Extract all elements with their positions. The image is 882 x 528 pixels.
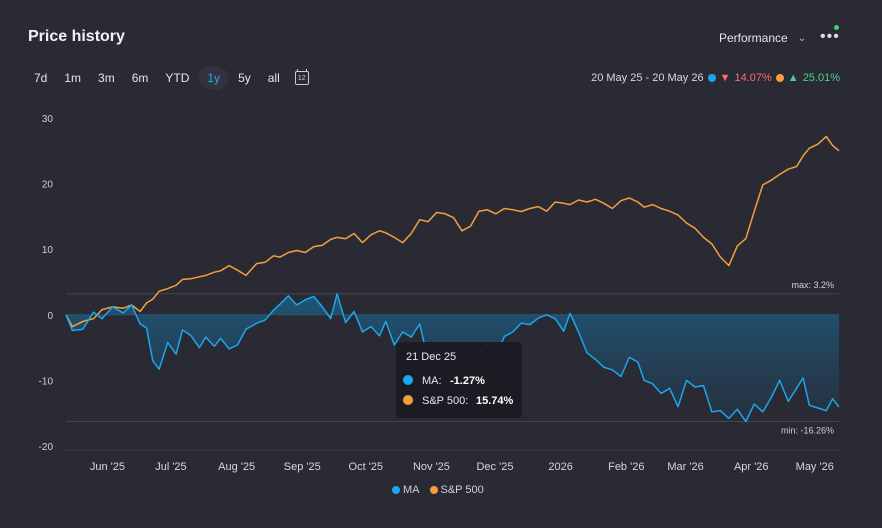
range-button-all[interactable]: all	[267, 71, 280, 85]
tooltip-date: 21 Dec 25	[406, 351, 456, 363]
tooltip-label: S&P 500:	[422, 395, 468, 407]
status-dot	[834, 25, 839, 30]
x-tick-label: Jun '25	[90, 461, 125, 473]
legend-item-ma[interactable]: MA	[392, 484, 420, 496]
triangle-down-icon: ▼	[719, 72, 731, 84]
tooltip-swatch	[403, 375, 413, 385]
y-tick-label: 20	[42, 180, 54, 191]
range-button-6m[interactable]: 6m	[131, 71, 149, 85]
calendar-icon[interactable]: 12	[294, 69, 309, 85]
ma-dot	[707, 74, 716, 82]
tooltip-box	[396, 342, 522, 418]
legend-sp-label: S&P 500	[440, 484, 484, 496]
x-tick-label: 2026	[548, 461, 572, 473]
range-button-1y[interactable]: 1y	[198, 66, 230, 90]
y-tick-label: 30	[42, 114, 54, 125]
legend-ma-swatch	[392, 486, 400, 494]
range-selector: 7d 1m 3m 6m YTD 1y 5y all 12	[26, 66, 309, 90]
sp500-series-line[interactable]	[65, 135, 840, 328]
page-title: Price history	[28, 28, 125, 45]
y-tick-label: -10	[39, 376, 54, 387]
performance-summary: 20 May 25 - 20 May 26 ▼ 14.07% ▲ 25.01%	[591, 72, 840, 84]
legend-sp-swatch	[429, 486, 438, 494]
x-tick-label: May '26	[796, 461, 834, 473]
range-button-7d[interactable]: 7d	[34, 71, 48, 85]
min-annotation: min: -16.26%	[781, 425, 834, 435]
range-button-3m[interactable]: 3m	[98, 71, 115, 85]
ma-area	[66, 293, 839, 422]
x-tick-label: Sep '25	[284, 461, 321, 473]
ma-change: 14.07%	[734, 72, 772, 84]
legend-ma-label: MA	[403, 484, 420, 496]
y-tick-label: 0	[47, 311, 53, 322]
performance-label: Performance	[719, 31, 788, 45]
tooltip-swatch	[403, 395, 413, 405]
x-tick-label: Oct '25	[349, 461, 384, 473]
x-tick-label: Mar '26	[667, 461, 703, 473]
max-annotation: max: 3.2%	[791, 280, 834, 290]
chevron-down-icon: ⌄	[797, 32, 807, 44]
x-tick-label: Apr '26	[734, 461, 769, 473]
y-tick-label: 10	[42, 245, 54, 256]
performance-dropdown[interactable]: Performance ⌄	[719, 31, 806, 45]
sp-change: 25.01%	[802, 72, 840, 84]
legend-item-sp[interactable]: S&P 500	[429, 484, 484, 496]
x-tick-label: Dec '25	[476, 461, 513, 473]
sp-dot	[775, 74, 784, 82]
y-tick-label: -20	[39, 442, 54, 453]
tooltip-value: -1.27%	[450, 375, 485, 387]
tooltip-value: 15.74%	[476, 395, 514, 407]
range-button-5y[interactable]: 5y	[238, 71, 251, 85]
more-icon[interactable]: •••	[820, 28, 840, 45]
date-range: 20 May 25 - 20 May 26	[591, 72, 704, 84]
x-tick-label: Aug '25	[218, 461, 255, 473]
x-tick-label: Feb '26	[608, 461, 644, 473]
triangle-up-icon: ▲	[787, 72, 799, 84]
chart-legend: MA S&P 500	[392, 484, 484, 496]
range-button-1m[interactable]: 1m	[64, 71, 82, 85]
range-button-ytd[interactable]: YTD	[165, 71, 190, 85]
x-tick-label: Jul '25	[155, 461, 186, 473]
ma-series-line[interactable]	[65, 293, 840, 423]
x-tick-label: Nov '25	[413, 461, 450, 473]
tooltip-label: MA:	[422, 375, 442, 387]
